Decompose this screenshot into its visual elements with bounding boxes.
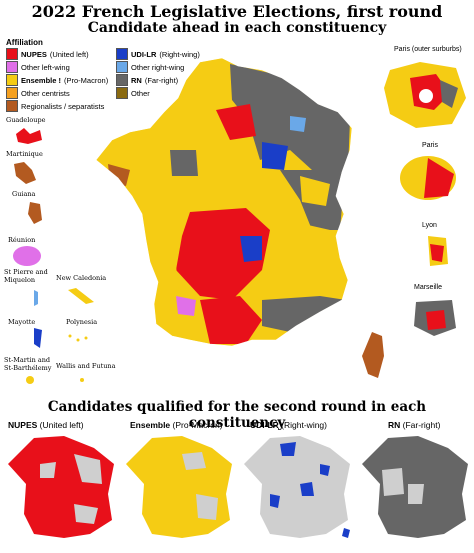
map-subtitle: Candidate ahead in each constituency — [87, 20, 387, 36]
legend-item-other: Other — [116, 87, 150, 99]
label-reunion: Réunion — [8, 236, 36, 244]
polynesia-map — [68, 334, 88, 342]
legend-item-udi-lr: UDI-LR (Right-wing) — [116, 48, 200, 60]
st-martin-map — [26, 376, 34, 384]
legend-item-rn: RN (Far-right) — [116, 74, 178, 86]
map-title: 2022 French Legislative Elections, first… — [31, 2, 443, 21]
small-map-title-udi-lr: UDI-LR (Right-wing) — [250, 420, 327, 430]
inset-title-paris: Paris — [422, 142, 438, 149]
label-new-caledonia: New Caledonia — [56, 274, 107, 282]
legend-heading: Affiliation — [6, 38, 43, 47]
mayotte-map — [34, 328, 42, 348]
label-guadeloupe: Guadeloupe — [6, 116, 46, 124]
guiana-map — [28, 202, 42, 224]
label-st-pierre: St Pierre and Miquelon — [4, 268, 48, 284]
legend: Affiliation NUPES (United left) UDI-LR (… — [6, 38, 246, 118]
reunion-map — [13, 246, 41, 266]
small-map-title-nupes: NUPES (United left) — [8, 420, 84, 430]
inset-title-marseille: Marseille — [414, 284, 443, 291]
legend-item-other-centrists: Other centrists — [6, 87, 70, 99]
new-caledonia-map — [68, 288, 94, 304]
legend-item-other-left: Other left-wing — [6, 61, 70, 73]
inset-paris-map — [400, 156, 456, 200]
st-pierre-map — [34, 290, 38, 306]
small-map-rn — [362, 436, 468, 538]
label-guiana: Guiana — [12, 190, 36, 198]
second-round-title: Candidates qualified for the second roun… — [47, 399, 427, 431]
inset-paris-outer-map — [384, 62, 466, 128]
small-map-title-rn: RN (Far-right) — [388, 420, 441, 430]
small-map-title-ensemble: Ensemble (Pro-Macron) — [130, 420, 223, 430]
inset-marseille-map — [414, 300, 456, 336]
legend-item-nupes: NUPES (United left) — [6, 48, 89, 60]
legend-item-ensemble: Ensemble ! (Pro-Macron) — [6, 74, 108, 86]
corsica-shape — [362, 332, 384, 378]
wallis-futuna-map — [80, 378, 84, 382]
legend-item-regionalists: Regionalists / separatists — [6, 100, 104, 112]
martinique-map — [14, 162, 36, 184]
small-map-nupes — [8, 436, 114, 538]
label-wallis-futuna: Wallis and Futuna — [56, 362, 116, 370]
small-map-ensemble — [126, 436, 232, 538]
inset-title-paris-outer: Paris (outer surburbs) — [394, 46, 462, 53]
label-st-martin: St-Martin and St-Barthélemy — [4, 356, 52, 372]
label-mayotte: Mayotte — [8, 318, 36, 326]
label-martinique: Martinique — [6, 150, 43, 158]
small-map-udi-lr — [244, 436, 350, 538]
legend-item-other-right: Other right-wing — [116, 61, 184, 73]
inset-lyon-map — [428, 236, 448, 266]
guadeloupe-map — [16, 128, 42, 144]
inset-title-lyon: Lyon — [422, 222, 437, 229]
label-polynesia: Polynesia — [66, 318, 98, 326]
